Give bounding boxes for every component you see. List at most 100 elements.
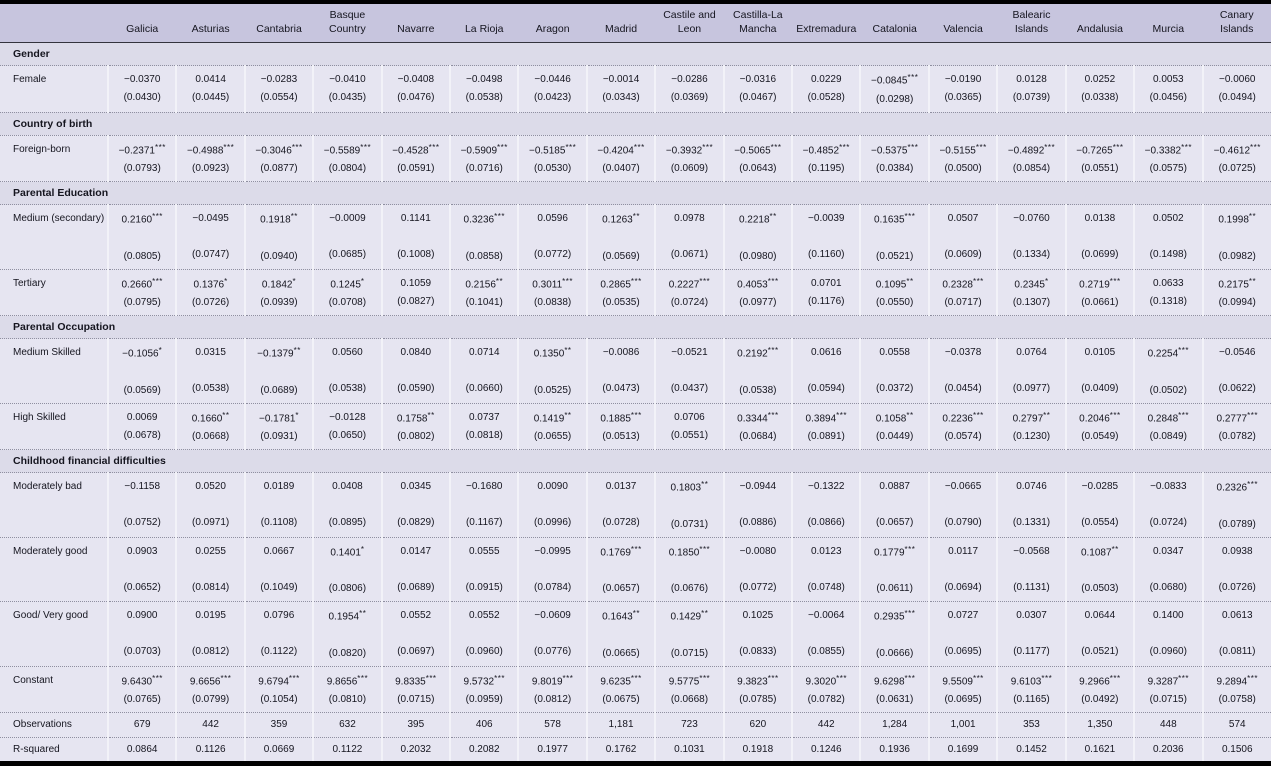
standard-error-value: (0.0685): [315, 248, 379, 261]
estimate-cell: 0.0147(0.0689): [382, 537, 450, 602]
coefficient-value: −0.4988***: [178, 143, 242, 158]
significance-stars: ***: [1250, 143, 1261, 152]
estimate-cell: −0.5185***(0.0530): [518, 135, 586, 182]
standard-error-value: (0.0668): [178, 430, 242, 443]
standard-error-value: (0.0594): [794, 382, 858, 395]
standard-error-value: (0.1498): [1136, 248, 1200, 261]
significance-stars: *: [159, 346, 163, 355]
estimate-cell: 0.0644(0.0521): [1066, 602, 1134, 667]
significance-stars: ***: [836, 674, 847, 683]
coefficient-value: 9.3287***: [1136, 674, 1200, 689]
standard-error-value: (0.0650): [315, 429, 379, 442]
coefficient-value: 0.1660**: [178, 411, 242, 426]
estimate-cell: 0.2046***(0.0549): [1066, 403, 1134, 450]
significance-stars: ***: [699, 277, 710, 286]
standard-error-value: (0.0494): [1205, 91, 1271, 104]
estimate-cell: −0.0833(0.0724): [1134, 473, 1202, 538]
section-row: Gender: [0, 43, 1271, 66]
significance-stars: ***: [1044, 143, 1055, 152]
estimate-cell: 0.2328***(0.0717): [929, 269, 997, 316]
stat-value: 0.1918: [724, 737, 792, 761]
standard-error-value: (0.0643): [726, 162, 790, 175]
standard-error-value: (0.0554): [1068, 516, 1132, 529]
stat-label: R-squared: [0, 737, 108, 761]
column-header-andalusia: Andalusia: [1066, 4, 1134, 43]
estimate-cell: 0.1779***(0.0611): [860, 537, 928, 602]
estimate-cell: 0.1954**(0.0820): [313, 602, 381, 667]
stat-value: 679: [108, 713, 176, 738]
coefficient-value: −0.0845***: [862, 73, 926, 88]
significance-stars: *: [1045, 277, 1049, 286]
significance-stars: ***: [1113, 143, 1124, 152]
significance-stars: ***: [836, 411, 847, 420]
variable-row: Female−0.0370(0.0430)0.0414(0.0445)−0.02…: [0, 66, 1271, 113]
estimate-cell: 0.4053***(0.0977): [724, 269, 792, 316]
estimate-cell: 0.0552(0.0697): [382, 602, 450, 667]
coefficient-value: 0.2160***: [110, 212, 174, 227]
coefficient-value: 0.2227***: [657, 277, 721, 292]
significance-stars: ***: [905, 212, 916, 221]
significance-stars: ***: [1247, 480, 1258, 489]
coefficient-value: 0.0978: [657, 212, 721, 225]
estimate-cell: 0.1350**(0.0525): [518, 339, 586, 404]
significance-stars: ***: [905, 674, 916, 683]
standard-error-value: (0.0525): [520, 384, 584, 397]
standard-error-value: (0.1041): [452, 296, 516, 309]
coefficient-value: −0.0060: [1205, 73, 1271, 86]
coefficient-value: 0.0938: [1205, 545, 1271, 558]
variable-label: Good/ Very good: [0, 602, 108, 667]
column-header-madrid: Madrid: [587, 4, 655, 43]
estimate-cell: −0.3046***(0.0877): [245, 135, 313, 182]
coefficient-value: 0.0347: [1136, 545, 1200, 558]
estimate-cell: −0.4852***(0.1195): [792, 135, 860, 182]
estimate-cell: −0.4892***(0.0854): [997, 135, 1065, 182]
coefficient-value: 0.1643**: [589, 609, 653, 624]
significance-stars: **: [1043, 411, 1050, 420]
estimate-cell: 0.1429**(0.0715): [655, 602, 723, 667]
significance-stars: ***: [699, 545, 710, 554]
estimate-cell: 0.1998**(0.0982): [1203, 205, 1271, 270]
standard-error-value: (0.0695): [931, 693, 995, 706]
standard-error-value: (0.0437): [657, 382, 721, 395]
standard-error-value: (0.0855): [794, 645, 858, 658]
coefficient-value: −0.0546: [1205, 346, 1271, 359]
variable-label: Moderately good: [0, 537, 108, 602]
estimate-cell: 0.0229(0.0528): [792, 66, 860, 113]
significance-stars: **: [906, 277, 913, 286]
estimate-cell: 0.3894***(0.0891): [792, 403, 860, 450]
estimate-cell: 0.0887(0.0657): [860, 473, 928, 538]
estimate-cell: −0.0316(0.0467): [724, 66, 792, 113]
estimate-cell: 0.0552(0.0960): [450, 602, 518, 667]
standard-error-value: (0.0748): [794, 581, 858, 594]
estimate-cell: 0.0701(0.1176): [792, 269, 860, 316]
standard-error-value: (0.0680): [1136, 581, 1200, 594]
estimate-cell: 0.0345(0.0829): [382, 473, 450, 538]
estimate-cell: −0.1158(0.0752): [108, 473, 176, 538]
standard-error-value: (0.0684): [726, 430, 790, 443]
standard-error-value: (0.0812): [520, 693, 584, 706]
coefficient-value: −0.4204***: [589, 143, 653, 158]
standard-error-value: (0.0631): [862, 693, 926, 706]
standard-error-value: (0.0818): [452, 429, 516, 442]
stat-value: 448: [1134, 713, 1202, 738]
coefficient-value: 0.3236***: [452, 212, 516, 227]
stat-value: 0.1762: [587, 737, 655, 761]
standard-error-value: (0.0423): [520, 91, 584, 104]
stat-value: 0.0669: [245, 737, 313, 761]
significance-stars: ***: [152, 674, 163, 683]
significance-stars: ***: [1178, 674, 1189, 683]
coefficient-value: −0.0498: [452, 73, 516, 86]
coefficient-value: 0.2797**: [999, 411, 1063, 426]
coefficient-value: 0.1635***: [862, 212, 926, 227]
significance-stars: ***: [497, 143, 508, 152]
coefficient-value: 9.6430***: [110, 674, 174, 689]
standard-error-value: (0.0689): [384, 581, 448, 594]
estimate-cell: 0.1059(0.0827): [382, 269, 450, 316]
standard-error-value: (0.0407): [589, 162, 653, 175]
estimate-cell: 0.0714(0.0660): [450, 339, 518, 404]
section-title: Gender: [0, 43, 1271, 66]
